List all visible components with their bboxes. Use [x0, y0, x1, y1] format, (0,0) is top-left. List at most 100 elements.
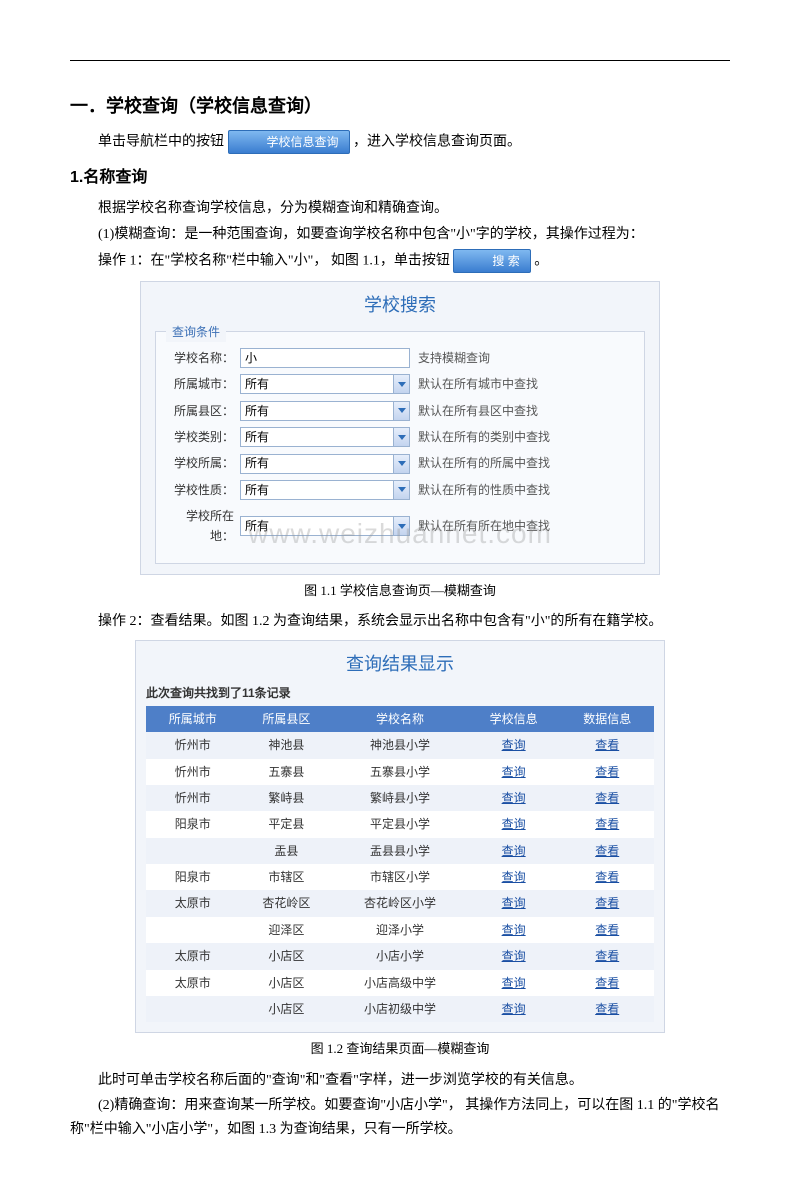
view-link[interactable]: 查看	[595, 791, 619, 805]
table-cell: 查看	[560, 759, 654, 785]
table-row: 小店区小店初级中学 查询 查看	[146, 996, 654, 1022]
table-cell: 平定县	[240, 811, 334, 837]
table-header: 所属城市	[146, 706, 240, 732]
view-link[interactable]: 查看	[595, 896, 619, 910]
table-cell: 盂县县小学	[333, 838, 467, 864]
p1: 根据学校名称查询学校信息，分为模糊查询和精确查询。	[70, 197, 730, 221]
results-panel: 查询结果显示 此次查询共找到了11条记录 所属城市所属县区学校名称学校信息数据信…	[135, 640, 665, 1034]
table-cell: 平定县小学	[333, 811, 467, 837]
view-link[interactable]: 查看	[595, 949, 619, 963]
results-count: 此次查询共找到了11条记录	[146, 683, 654, 703]
field-hint: 支持模糊查询	[418, 348, 490, 368]
table-cell: 查看	[560, 943, 654, 969]
table-cell: 阳泉市	[146, 811, 240, 837]
query-link[interactable]: 查询	[502, 817, 526, 831]
table-header: 学校名称	[333, 706, 467, 732]
table-cell: 太原市	[146, 943, 240, 969]
table-cell: 查询	[467, 811, 561, 837]
view-link[interactable]: 查看	[595, 765, 619, 779]
form-row: 学校所属：所有默认在所有的所属中查找	[170, 453, 630, 473]
table-cell: 查看	[560, 917, 654, 943]
nav-info-query-button[interactable]: 学校信息查询	[228, 130, 350, 154]
form-row: 学校名称：小支持模糊查询	[170, 348, 630, 368]
dropdown-field[interactable]: 所有	[240, 401, 410, 421]
table-cell: 小店区	[240, 996, 334, 1022]
query-link[interactable]: 查询	[502, 765, 526, 779]
dropdown-field[interactable]: 所有	[240, 374, 410, 394]
view-link[interactable]: 查看	[595, 870, 619, 884]
sub-title-1: 1.名称查询	[70, 164, 730, 191]
table-cell: 小店初级中学	[333, 996, 467, 1022]
view-link[interactable]: 查看	[595, 738, 619, 752]
field-hint: 默认在所有的性质中查找	[418, 480, 550, 500]
table-cell: 繁峙县小学	[333, 785, 467, 811]
table-cell: 查看	[560, 811, 654, 837]
results-title: 查询结果显示	[146, 647, 654, 684]
text-input[interactable]: 小	[240, 348, 410, 368]
table-cell: 查询	[467, 732, 561, 758]
field-hint: 默认在所有县区中查找	[418, 401, 538, 421]
query-link[interactable]: 查询	[502, 791, 526, 805]
table-cell: 迎泽小学	[333, 917, 467, 943]
search-button-inline[interactable]: 搜 索	[453, 249, 530, 273]
table-cell: 小店区	[240, 970, 334, 996]
table-cell: 查询	[467, 838, 561, 864]
table-cell: 五寨县	[240, 759, 334, 785]
query-link[interactable]: 查询	[502, 738, 526, 752]
dropdown-field[interactable]: 所有	[240, 427, 410, 447]
view-link[interactable]: 查看	[595, 976, 619, 990]
table-cell: 繁峙县	[240, 785, 334, 811]
field-value: 所有	[245, 374, 269, 394]
table-cell: 杏花岭区小学	[333, 890, 467, 916]
results-table: 所属城市所属县区学校名称学校信息数据信息 忻州市神池县神池县小学查询查看忻州市五…	[146, 706, 654, 1023]
chevron-down-icon[interactable]	[393, 402, 409, 420]
table-cell: 查询	[467, 890, 561, 916]
table-cell: 查询	[467, 943, 561, 969]
table-row: 阳泉市平定县平定县小学 查询 查看	[146, 811, 654, 837]
query-link[interactable]: 查询	[502, 976, 526, 990]
search-panel-title: 学校搜索	[141, 282, 659, 327]
view-link[interactable]: 查看	[595, 844, 619, 858]
view-link[interactable]: 查看	[595, 817, 619, 831]
view-link[interactable]: 查看	[595, 1002, 619, 1016]
query-link[interactable]: 查询	[502, 1002, 526, 1016]
chevron-down-icon[interactable]	[393, 375, 409, 393]
chevron-down-icon[interactable]	[393, 428, 409, 446]
query-link[interactable]: 查询	[502, 870, 526, 884]
table-cell: 神池县	[240, 732, 334, 758]
chevron-down-icon[interactable]	[393, 517, 409, 535]
table-row: 忻州市五寨县五寨县小学查询查看	[146, 759, 654, 785]
table-header: 数据信息	[560, 706, 654, 732]
table-header: 所属县区	[240, 706, 334, 732]
table-row: 太原市小店区小店小学查询查看	[146, 943, 654, 969]
table-cell: 市辖区	[240, 864, 334, 890]
field-label: 学校所在地：	[170, 506, 240, 547]
chevron-down-icon[interactable]	[393, 481, 409, 499]
dropdown-field[interactable]: 所有	[240, 516, 410, 536]
field-value: 所有	[245, 516, 269, 536]
field-value: 所有	[245, 480, 269, 500]
query-link[interactable]: 查询	[502, 896, 526, 910]
form-row: 所属县区：所有默认在所有县区中查找	[170, 401, 630, 421]
field-label: 学校名称：	[170, 348, 240, 368]
intro-paragraph: 单击导航栏中的按钮 学校信息查询 ，进入学校信息查询页面。	[70, 130, 730, 154]
table-cell: 市辖区小学	[333, 864, 467, 890]
dropdown-field[interactable]: 所有	[240, 454, 410, 474]
table-cell: 神池县小学	[333, 732, 467, 758]
table-cell: 查看	[560, 996, 654, 1022]
field-hint: 默认在所有所在地中查找	[418, 516, 550, 536]
dropdown-field[interactable]: 所有	[240, 480, 410, 500]
view-link[interactable]: 查看	[595, 923, 619, 937]
query-link[interactable]: 查询	[502, 949, 526, 963]
table-row: 迎泽区迎泽小学查询查看	[146, 917, 654, 943]
table-cell: 查看	[560, 732, 654, 758]
table-cell: 忻州市	[146, 759, 240, 785]
query-link[interactable]: 查询	[502, 844, 526, 858]
table-cell: 查询	[467, 996, 561, 1022]
table-cell: 小店区	[240, 943, 334, 969]
section-title: 一．学校查询（学校信息查询）	[70, 91, 730, 122]
chevron-down-icon[interactable]	[393, 455, 409, 473]
top-rule	[70, 60, 730, 61]
query-link[interactable]: 查询	[502, 923, 526, 937]
fieldset-legend: 查询条件	[166, 322, 226, 342]
